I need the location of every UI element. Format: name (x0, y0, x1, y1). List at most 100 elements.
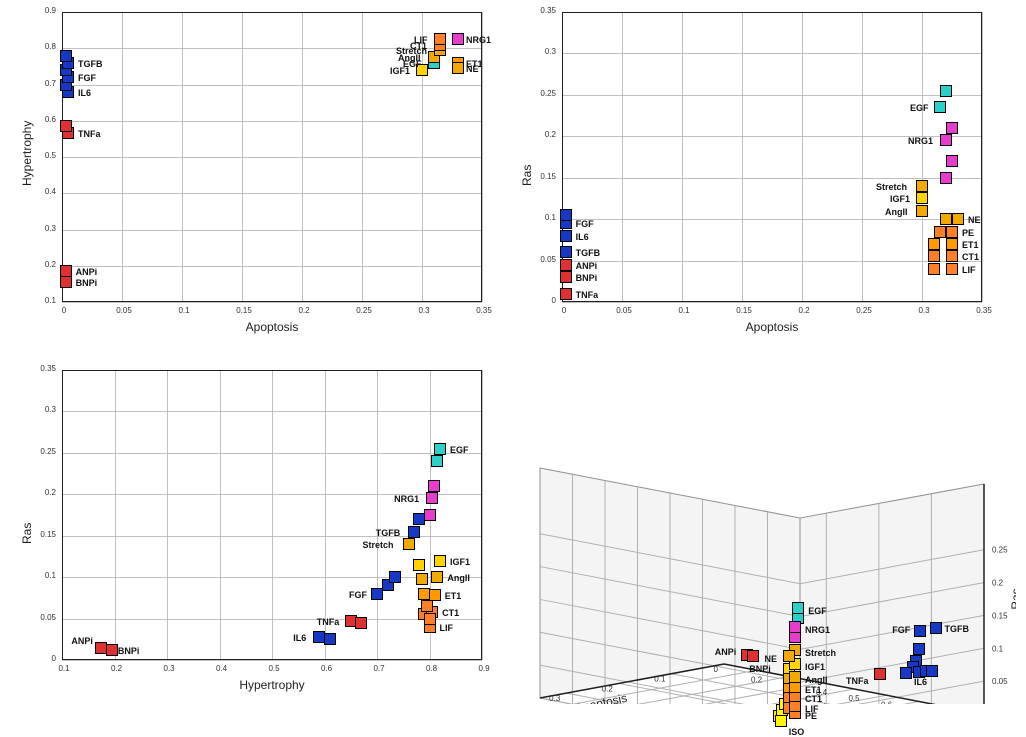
marker-label: ANPi (76, 267, 98, 277)
y-tick: 0.1 (528, 213, 556, 222)
y-tick: 0.1 (28, 571, 56, 580)
data-marker (452, 33, 464, 45)
data-marker (106, 644, 118, 656)
x-tick: 0.35 (972, 306, 996, 315)
grid-vline (62, 370, 63, 660)
data-marker (916, 205, 928, 217)
grid-vline (167, 370, 168, 660)
marker-label: TNFa (317, 617, 340, 627)
marker-label: FGF (78, 73, 96, 83)
marker-label: FGF (576, 219, 594, 229)
x-tick: 0.3 (912, 306, 936, 315)
marker-label: TNFa (576, 290, 599, 300)
x-tick: 0.4 (210, 664, 234, 673)
y-tick: 0.2 (28, 260, 56, 269)
data-marker (792, 602, 804, 614)
data-marker (324, 633, 336, 645)
marker-label: ANPi (71, 636, 93, 646)
data-marker (946, 250, 958, 262)
x-tick: 0.1 (672, 306, 696, 315)
marker-label: IGF1 (890, 194, 910, 204)
y-tick: 0.3 (28, 405, 56, 414)
x-tick: 0.1 (172, 306, 196, 315)
grid-hline (562, 95, 982, 96)
y-tick: 0.3 (28, 224, 56, 233)
y-tick: 0.2 (28, 488, 56, 497)
marker-label: ET1 (962, 240, 979, 250)
marker-label: ANPi (576, 261, 598, 271)
data-marker (560, 259, 572, 271)
data-marker (421, 600, 433, 612)
marker-label: TGFB (944, 624, 969, 634)
grid-hline (562, 261, 982, 262)
data-marker (928, 250, 940, 262)
panel-bottom-left: 0.10.20.30.40.50.60.70.80.900.050.10.150… (18, 362, 508, 708)
grid-vline (115, 370, 116, 660)
grid-vline (622, 12, 623, 302)
grid-vline (482, 12, 483, 302)
grid-hline (62, 266, 482, 267)
marker-label: IL6 (576, 232, 589, 242)
y-tick: 0.2 (528, 130, 556, 139)
grid-hline (562, 219, 982, 220)
grid-hline (562, 302, 982, 303)
data-marker (431, 455, 443, 467)
grid-hline (62, 85, 482, 86)
data-marker (940, 85, 952, 97)
x-tick: 0.6 (315, 664, 339, 673)
y-tick: 0 (28, 654, 56, 663)
data-marker (928, 263, 940, 275)
data-marker (560, 288, 572, 300)
data-marker (403, 538, 415, 550)
grid-hline (62, 157, 482, 158)
marker-label: BNPi (576, 273, 598, 283)
data-marker (60, 50, 72, 62)
marker-label: NE (765, 654, 778, 664)
marker-label: IL6 (78, 88, 91, 98)
x-tick: 0 (52, 306, 76, 315)
marker-label: IL6 (293, 633, 306, 643)
overlay3d: ANPiBNPiTNFaIL6FGFTGFBISOPELIFCT1ET1AngI… (524, 366, 1016, 704)
marker-label: ISO (789, 727, 805, 737)
plot-area: 0.10.20.30.40.50.60.70.80.900.050.10.150… (62, 370, 482, 660)
marker-label: AngII (885, 207, 908, 217)
grid-hline (62, 453, 482, 454)
x-tick: 0.1 (52, 664, 76, 673)
y-axis-label: Ras (520, 165, 534, 186)
x-tick: 0.5 (262, 664, 286, 673)
data-marker (431, 571, 443, 583)
x-tick: 0.25 (352, 306, 376, 315)
x-tick: 0 (552, 306, 576, 315)
data-marker (913, 643, 925, 655)
grid-vline (272, 370, 273, 660)
y-axis-label: Ras (20, 523, 34, 544)
data-marker (452, 62, 464, 74)
data-marker (418, 588, 430, 600)
x-tick: 0.15 (732, 306, 756, 315)
data-marker (926, 665, 938, 677)
data-marker (424, 509, 436, 521)
data-marker (783, 650, 795, 662)
marker-label: IGF1 (450, 557, 470, 567)
marker-label: EGF (808, 606, 827, 616)
data-marker (916, 180, 928, 192)
marker-label: AngII (805, 675, 828, 685)
grid-vline (982, 12, 983, 302)
data-marker (560, 271, 572, 283)
grid-vline (862, 12, 863, 302)
marker-label: NRG1 (805, 625, 830, 635)
x-tick: 0.15 (232, 306, 256, 315)
plot-area: 00.050.10.150.20.250.30.3500.050.10.150.… (562, 12, 982, 302)
marker-label: NE (466, 64, 479, 74)
x-tick: 0.2 (792, 306, 816, 315)
grid-hline (62, 12, 482, 13)
data-marker (946, 263, 958, 275)
data-marker (560, 230, 572, 242)
data-marker (389, 571, 401, 583)
y-tick: 0.05 (28, 613, 56, 622)
marker-label: TNFa (78, 129, 101, 139)
marker-label: Stretch (805, 648, 836, 658)
marker-label: TGFB (576, 248, 601, 258)
data-marker (946, 122, 958, 134)
y-tick: 0.8 (28, 42, 56, 51)
